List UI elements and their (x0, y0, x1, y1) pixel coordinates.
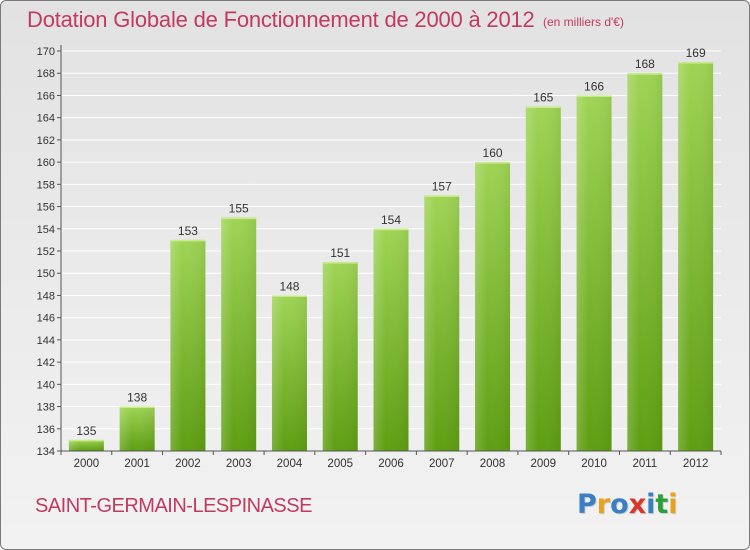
bar-shine (221, 217, 257, 451)
logo-letter: i (668, 489, 678, 520)
y-tick-label: 144 (37, 335, 55, 347)
bar-shine (576, 95, 612, 451)
bar-top-edge (170, 239, 206, 242)
bar-top-edge (424, 195, 460, 197)
bar-shine (373, 228, 409, 451)
logo-letter: x (628, 489, 647, 520)
data-label: 157 (432, 179, 452, 193)
x-tick-label: 2010 (581, 458, 607, 470)
bar-top-edge (373, 228, 409, 231)
bar-shine (525, 106, 561, 452)
logo-letter: t (655, 489, 669, 520)
bar-top-edge (475, 162, 511, 164)
data-label: 148 (279, 279, 299, 293)
y-tick-label: 138 (37, 402, 55, 414)
x-tick-label: 2012 (683, 458, 709, 470)
logo-letter: r (596, 489, 611, 520)
bar-top-edge (576, 95, 612, 97)
y-tick-label: 156 (37, 202, 55, 214)
chart-title: Dotation Globale de Fonctionnement de 20… (27, 7, 535, 32)
x-tick-label: 2001 (124, 458, 150, 470)
bar-top-edge (271, 295, 307, 297)
y-tick-label: 168 (37, 68, 55, 80)
y-tick-label: 136 (37, 424, 55, 436)
x-tick-label: 2000 (74, 458, 100, 470)
y-tick-label: 134 (37, 446, 55, 458)
y-tick-label: 170 (37, 46, 55, 58)
data-label: 168 (635, 57, 655, 71)
bar-shine (68, 439, 104, 451)
x-tick-label: 2008 (480, 458, 506, 470)
bars (68, 62, 714, 452)
y-tick-label: 140 (37, 379, 55, 391)
data-label: 138 (127, 391, 147, 405)
commune-name: SAINT-GERMAIN-LESPINASSE (35, 495, 312, 517)
bar-shine (424, 195, 460, 451)
data-label: 151 (330, 246, 350, 260)
x-tick-label: 2007 (429, 458, 455, 470)
y-tick-label: 154 (37, 224, 55, 236)
y-tick-label: 142 (37, 357, 55, 369)
bar-shine (678, 62, 714, 451)
data-labels: 135 138 153 155 148 151 154 157 160 165 166 168 169 (76, 46, 706, 438)
bar-top-edge (68, 439, 104, 442)
x-tick-label: 2009 (531, 458, 557, 470)
y-tick-label: 162 (37, 135, 55, 147)
y-tick-label: 166 (37, 90, 55, 102)
axes: 134 136 138 140 142 144 146 148 150 152 154 156 158 1… (37, 45, 722, 470)
y-tick-label: 152 (37, 246, 55, 258)
logo-letter: o (610, 489, 629, 520)
proxiti-logo[interactable]: Proxiti (577, 489, 678, 520)
data-label: 166 (584, 79, 604, 93)
bar-top-edge (525, 106, 561, 109)
data-label: 153 (178, 224, 198, 238)
y-tick-label: 150 (37, 268, 55, 280)
logo-letter: P (577, 489, 597, 520)
x-tick-label: 2004 (277, 458, 303, 470)
data-label: 160 (483, 146, 503, 160)
bar-top-edge (221, 217, 257, 220)
y-tick-label: 160 (37, 157, 55, 169)
logo-letter: i (646, 489, 656, 520)
bar-shine (271, 295, 307, 451)
x-tick-label: 2002 (175, 458, 201, 470)
bar-shine (475, 162, 511, 451)
data-label: 169 (686, 46, 706, 60)
bar-top-edge (627, 73, 663, 75)
x-tick-label: 2003 (226, 458, 252, 470)
data-label: 135 (76, 424, 96, 438)
bar-shine (627, 73, 663, 451)
x-tick-label: 2006 (378, 458, 404, 470)
bar-shine (119, 406, 155, 451)
data-label: 165 (533, 91, 553, 105)
bar-top-edge (322, 262, 358, 264)
y-tick-label: 146 (37, 313, 55, 325)
x-tick-label: 2005 (327, 458, 353, 470)
bar-shine (170, 239, 206, 451)
data-label: 154 (381, 213, 401, 227)
bar-top-edge (678, 62, 714, 64)
y-tick-label: 148 (37, 290, 55, 302)
bar-top-edge (119, 406, 155, 409)
x-tick-label: 2011 (632, 458, 657, 470)
y-tick-label: 164 (37, 113, 55, 125)
chart-subtitle: (en milliers d'€) (543, 15, 624, 29)
data-label: 155 (229, 202, 249, 216)
y-tick-label: 158 (37, 179, 55, 191)
bar-shine (322, 262, 358, 451)
